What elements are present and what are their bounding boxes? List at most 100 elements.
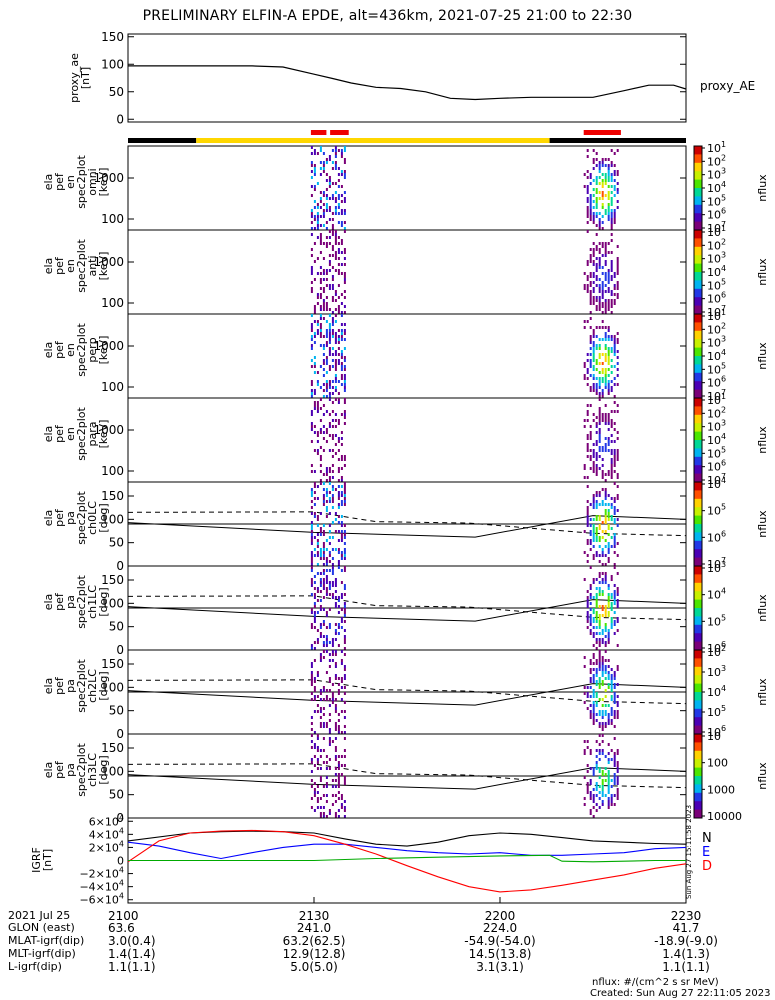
spectrogram-pixel	[589, 566, 592, 569]
spectrogram-pixel	[310, 677, 313, 680]
spectrogram-pixel	[592, 536, 595, 539]
colorbar-cell	[694, 664, 702, 668]
spectrogram-pixel	[613, 428, 616, 431]
spectrogram-pixel	[313, 680, 316, 683]
spectrogram-pixel	[601, 197, 604, 200]
spectrogram-pixel	[595, 662, 598, 665]
spectrogram-pixel	[607, 419, 610, 422]
spectrogram-pixel	[310, 146, 313, 149]
spectrogram-pixel	[310, 611, 313, 614]
spectrogram-pixel	[595, 554, 598, 557]
spectrogram-pixel	[613, 761, 616, 764]
spectrogram-pixel	[343, 608, 346, 611]
spectrogram-pixel	[334, 584, 337, 587]
spectrogram-pixel	[592, 359, 595, 362]
colorbar-cell	[694, 190, 702, 193]
spectrogram-pixel	[325, 197, 328, 200]
spectrogram-pixel	[343, 764, 346, 767]
spectrogram-pixel	[343, 503, 346, 506]
spectrogram-pixel	[319, 146, 322, 149]
colorbar-cell	[694, 267, 702, 271]
colorbar-cell	[694, 185, 702, 189]
spectrogram-pixel	[595, 443, 598, 446]
spectrogram-pixel	[613, 623, 616, 626]
spectrogram-pixel	[616, 509, 619, 512]
colorbar-cell	[694, 668, 702, 672]
colorbar-cell	[694, 559, 702, 563]
spectrogram-pixel	[616, 269, 619, 272]
colorbar-cell	[694, 763, 702, 766]
panel-ytick-label: 0	[116, 643, 124, 657]
colorbar-label: nflux	[756, 594, 769, 622]
spectrogram-pixel	[310, 761, 313, 764]
footer-value: 2230	[671, 909, 702, 923]
spectrogram-pixel	[343, 257, 346, 260]
panel-ytick-label: 100	[101, 212, 124, 226]
spectrogram-pixel	[343, 806, 346, 809]
spectrogram-pixel	[613, 344, 616, 347]
spectrogram-pixel	[616, 170, 619, 173]
spectrogram-pixel	[592, 539, 595, 542]
spectrogram-pixel	[322, 272, 325, 275]
spectrogram-pixel	[589, 791, 592, 794]
spectrogram-pixel	[343, 380, 346, 383]
spectrogram-pixel	[334, 236, 337, 239]
spectrogram-pixel	[592, 689, 595, 692]
spectrogram-pixel	[601, 710, 604, 713]
spectrogram-pixel	[325, 557, 328, 560]
spectrogram-pixel	[598, 431, 601, 434]
spectrogram-pixel	[604, 521, 607, 524]
spectrogram-pixel	[328, 512, 331, 515]
spectrogram-pixel	[340, 731, 343, 734]
colorbar-cell	[694, 603, 702, 607]
spectrogram-pixel	[610, 209, 613, 212]
igrf-ytick-label: 4×104	[89, 826, 124, 841]
spectrogram-pixel	[607, 593, 610, 596]
spectrogram-pixel	[337, 392, 340, 395]
spectrogram-pixel	[598, 494, 601, 497]
colorbar-cell	[694, 320, 702, 323]
spectrogram-pixel	[313, 611, 316, 614]
spectrogram-pixel	[610, 302, 613, 305]
spectrogram-pixel	[616, 266, 619, 269]
spectrogram-pixel	[316, 323, 319, 326]
spectrogram-pixel	[589, 203, 592, 206]
spectrogram-pixel	[610, 293, 613, 296]
spectrogram-pixel	[313, 332, 316, 335]
spectrogram-pixel	[322, 224, 325, 227]
spectrogram-pixel	[604, 563, 607, 566]
spectrogram-pixel	[613, 779, 616, 782]
spectrogram-pixel	[337, 623, 340, 626]
spectrogram-pixel	[616, 779, 619, 782]
spectrogram-pixel	[583, 686, 586, 689]
panel-ylabel-line: perp	[86, 337, 99, 362]
spectrogram-pixel	[313, 470, 316, 473]
spectrogram-pixel	[598, 614, 601, 617]
spectrogram-pixel	[586, 155, 589, 158]
spectrogram-pixel	[337, 797, 340, 800]
spectrogram-pixel	[340, 224, 343, 227]
spectrogram-pixel	[325, 269, 328, 272]
spectrogram-pixel	[328, 530, 331, 533]
spectrogram-pixel	[340, 239, 343, 242]
panel-ylabel-line: ela	[42, 426, 55, 443]
spectrogram-pixel	[589, 212, 592, 215]
spectrogram-pixel	[595, 680, 598, 683]
igrf-ylabel: IGRF[nT]	[30, 847, 54, 873]
spectrogram-pixel	[601, 749, 604, 752]
spectrogram-pixel	[607, 560, 610, 563]
colorbar-cell	[694, 780, 702, 783]
spectrogram-pixel	[595, 599, 598, 602]
spectrogram-pixel	[613, 563, 616, 566]
colorbar-cell	[694, 293, 702, 296]
spectrogram-pixel	[592, 467, 595, 470]
spectrogram-pixel	[322, 302, 325, 305]
colorbar-cell	[694, 148, 702, 151]
colorbar-cell	[694, 400, 702, 403]
spectrogram-pixel	[328, 491, 331, 494]
spectrogram-pixel	[310, 554, 313, 557]
spectrogram-pixel	[598, 617, 601, 620]
spectrogram-pixel	[334, 161, 337, 164]
spectrogram-pixel	[322, 431, 325, 434]
